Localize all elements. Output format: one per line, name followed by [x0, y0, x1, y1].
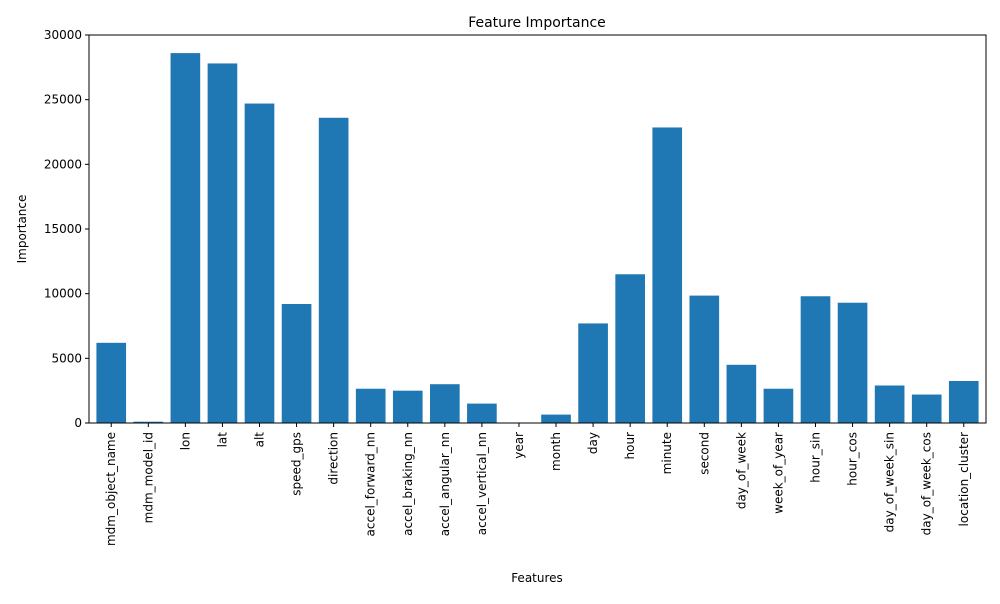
y-tick-label: 25000 [44, 93, 82, 107]
bar-accel-angular-nn [430, 384, 460, 423]
y-tick-label: 10000 [44, 287, 82, 301]
x-tick-label: lon [178, 432, 192, 450]
x-axis: mdm_object_name mdm_model_id lon lat alt spee… [104, 423, 971, 546]
bar-mdm-object-name [96, 342, 127, 423]
x-tick-label: second [697, 432, 711, 475]
bar-hour-cos [837, 302, 868, 423]
x-tick-label: day_of_week_sin [883, 432, 897, 532]
x-tick-label: month [549, 432, 563, 471]
bar-accel-forward-nn [355, 388, 386, 423]
y-axis: 0 5000 10000 15000 20000 25000 30000 [44, 28, 89, 430]
x-tick-label: minute [660, 432, 674, 474]
x-tick-label: lat [215, 432, 229, 448]
bar-hour-sin [800, 296, 831, 423]
x-tick-label: speed_gps [290, 432, 304, 496]
y-tick-label: 0 [74, 416, 82, 430]
x-tick-label: accel_vertical_nn [475, 432, 489, 535]
bar-hour [615, 274, 645, 423]
x-tick-label: week_of_year [771, 432, 785, 514]
bar-day [578, 323, 608, 423]
bar-week-of-year [763, 388, 794, 423]
y-axis-label: Importance [15, 195, 29, 264]
x-tick-label: hour_cos [846, 432, 860, 486]
x-tick-label: day_of_week [734, 432, 748, 509]
x-tick-label: year [512, 432, 526, 459]
x-tick-label: hour [623, 432, 637, 460]
bar-month [541, 414, 571, 423]
bar-alt [244, 103, 275, 424]
plot-frame [88, 34, 987, 424]
bar-location-cluster [948, 380, 979, 423]
bar-lon [170, 53, 201, 424]
x-tick-label: mdm_model_id [141, 432, 155, 523]
bar-day-of-week [726, 364, 757, 423]
bar-second [689, 295, 720, 423]
bar-day-of-week-sin [874, 385, 905, 423]
x-tick-label: alt [253, 432, 267, 448]
chart-title: Feature Importance [468, 15, 606, 31]
x-tick-label: direction [327, 432, 341, 485]
x-tick-label: hour_sin [808, 432, 822, 483]
x-tick-label: day_of_week_cos [920, 432, 934, 535]
x-axis-label: Features [511, 571, 563, 585]
y-tick-label: 5000 [51, 351, 82, 365]
bar-minute [652, 127, 683, 424]
bar-direction [318, 117, 349, 424]
bar-day-of-week-cos [911, 394, 942, 423]
x-tick-label: location_cluster [957, 432, 971, 526]
y-tick-label: 30000 [44, 28, 82, 42]
x-tick-label: mdm_object_name [104, 432, 118, 546]
bar-accel-braking-nn [392, 390, 423, 423]
bar-speed-gps [281, 304, 312, 423]
y-tick-label: 15000 [44, 222, 82, 236]
x-tick-label: accel_forward_nn [364, 432, 378, 536]
bar-accel-vertical-nn [467, 403, 497, 423]
x-tick-label: accel_braking_nn [401, 432, 415, 536]
x-tick-label: day [586, 432, 600, 454]
bars-group [96, 53, 979, 424]
y-tick-label: 20000 [44, 157, 82, 171]
x-tick-label: accel_angular_nn [438, 432, 452, 536]
bar-lat [207, 63, 238, 423]
bar-mdm-model-id [133, 421, 164, 423]
